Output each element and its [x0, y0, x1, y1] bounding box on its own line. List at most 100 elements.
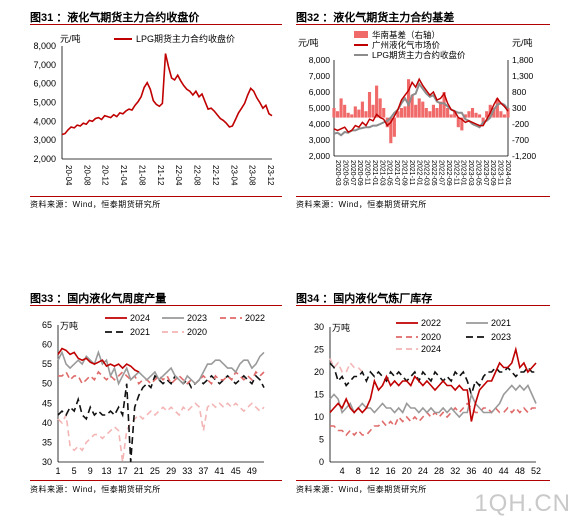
- x-tick-label: 2021-11: [408, 160, 415, 185]
- basis-bar: [335, 111, 340, 118]
- x-tick-label: 8: [356, 466, 361, 476]
- x-tick-label: 2021-07: [393, 160, 400, 186]
- series-line: [329, 346, 537, 422]
- basis-bar: [456, 117, 460, 128]
- legend-label: 2023: [491, 332, 511, 342]
- legend-label: 2024: [421, 344, 441, 354]
- series-line: [57, 349, 265, 386]
- source-note: 资料来源：Wind，恒泰期货研究所: [30, 485, 161, 494]
- x-tick-label: 20-04: [64, 165, 73, 186]
- x-tick-label: 17: [118, 466, 128, 476]
- title-rule: [296, 305, 550, 306]
- y-tick-label: 6,000: [33, 79, 56, 89]
- x-tick-label: 4: [340, 466, 345, 476]
- legend-swatch: [354, 31, 368, 38]
- legend-label: 2020: [187, 327, 207, 337]
- basis-bar: [332, 108, 336, 118]
- x-tick-label: 48: [515, 466, 525, 476]
- price-line-chart: 2,000 3,000 4,000 5,000 6,000 7,000 8,000 元/吨 20…: [33, 33, 275, 186]
- x-tick-label: 2020-09: [356, 160, 363, 186]
- basis-bar: [442, 92, 446, 118]
- basis-bar: [346, 112, 350, 118]
- basis-bar: [378, 98, 382, 118]
- y-tick-label: 30: [314, 322, 324, 332]
- basis-bar: [364, 111, 368, 118]
- y-tick-label: 25: [314, 345, 324, 355]
- x-tick-label: 2020-05: [341, 160, 348, 186]
- x-tick-label: 20: [402, 466, 412, 476]
- x-tick-label: 2022-05: [430, 160, 437, 186]
- x-tick-label: 23-04: [229, 165, 238, 186]
- x-tick-label: 20-12: [101, 165, 110, 186]
- y-tick-label: 15: [314, 390, 324, 400]
- legend-label: LPG期货主力合约收盘价: [372, 50, 466, 60]
- basis-bar: [357, 109, 361, 118]
- x-tick-label: 2022-03: [423, 160, 430, 186]
- y-tick-label: 35: [42, 437, 52, 447]
- x-tick-label: 2020-11: [364, 160, 371, 185]
- x-tick-label: 22-12: [211, 165, 220, 186]
- x-tick-label: 2023-11: [497, 160, 504, 185]
- x-tick-label: 2022-01: [415, 160, 422, 186]
- y-tick-label: 0: [319, 457, 324, 467]
- basis-bar: [431, 104, 435, 118]
- x-tick-label: 2021-03: [378, 160, 385, 186]
- y-tick-label: 55: [42, 359, 52, 369]
- x-tick-label: 20-08: [82, 165, 91, 186]
- y2-tick-label: 1,300: [512, 71, 534, 81]
- series-line: [333, 81, 509, 137]
- x-tick-label: 33: [182, 466, 192, 476]
- x-tick-label: 37: [198, 466, 208, 476]
- source-rule: [30, 480, 282, 481]
- basis-bar: [410, 95, 414, 118]
- x-tick-label: 45: [231, 466, 241, 476]
- series-line: [333, 77, 509, 133]
- x-tick-label: 13: [101, 466, 111, 476]
- source-note: 资料来源：Wind，恒泰期货研究所: [296, 485, 427, 494]
- y2-tick-label: -1,200: [512, 151, 536, 161]
- series-line: [330, 402, 536, 437]
- basis-bar: [424, 108, 428, 118]
- basis-bar: [499, 111, 503, 118]
- y-tick-label: 3,000: [309, 135, 331, 145]
- basis-bar: [449, 114, 453, 118]
- basis-bar: [339, 98, 343, 118]
- x-tick-label: 49: [247, 466, 257, 476]
- legend-label: 2022: [421, 318, 441, 328]
- x-tick-label: 2023-03: [467, 160, 474, 186]
- y-tick-label: 5,000: [309, 103, 331, 113]
- y2-axis-unit: 元/吨: [512, 37, 533, 48]
- source-rule: [296, 480, 550, 481]
- basis-bar: [407, 79, 411, 118]
- title-rule: [296, 24, 550, 25]
- y-tick-label: 10: [314, 412, 324, 422]
- y-tick-label: 4,000: [33, 116, 56, 126]
- x-tick-label: 1: [55, 466, 60, 476]
- x-tick-label: 9: [88, 466, 93, 476]
- y-tick-label: 8,000: [309, 55, 331, 65]
- source-note: 资料来源：Wind，恒泰期货研究所: [30, 200, 161, 209]
- title-rule: [30, 305, 282, 306]
- chart-title: 图33 ：国内液化气周度产量: [30, 293, 167, 305]
- x-tick-label: 32: [450, 466, 460, 476]
- x-tick-label: 2020-03: [334, 160, 341, 186]
- x-tick-label: 2023-01: [460, 160, 467, 186]
- legend-label: 2021: [491, 318, 511, 328]
- basis-bar: [343, 104, 347, 118]
- series-line: [329, 358, 363, 373]
- x-tick-label: 22-08: [193, 165, 202, 186]
- y2-tick-label: 300: [512, 103, 526, 113]
- x-tick-label: 2024-01: [504, 160, 511, 186]
- y2-tick-label: 800: [512, 87, 526, 97]
- basis-bar: [371, 104, 375, 118]
- basis-bar: [403, 106, 407, 118]
- legend-label: 2021: [130, 327, 150, 337]
- source-note: 资料来源：Wind，恒泰期货研究所: [296, 200, 427, 209]
- x-tick-label: 2022-11: [452, 160, 459, 185]
- x-tick-label: 2021-09: [401, 160, 408, 186]
- basis-bar: [492, 108, 496, 118]
- basis-bar: [360, 101, 364, 118]
- y-tick-label: 5,000: [33, 98, 56, 108]
- series-line: [57, 402, 265, 463]
- basis-bar: [438, 101, 443, 118]
